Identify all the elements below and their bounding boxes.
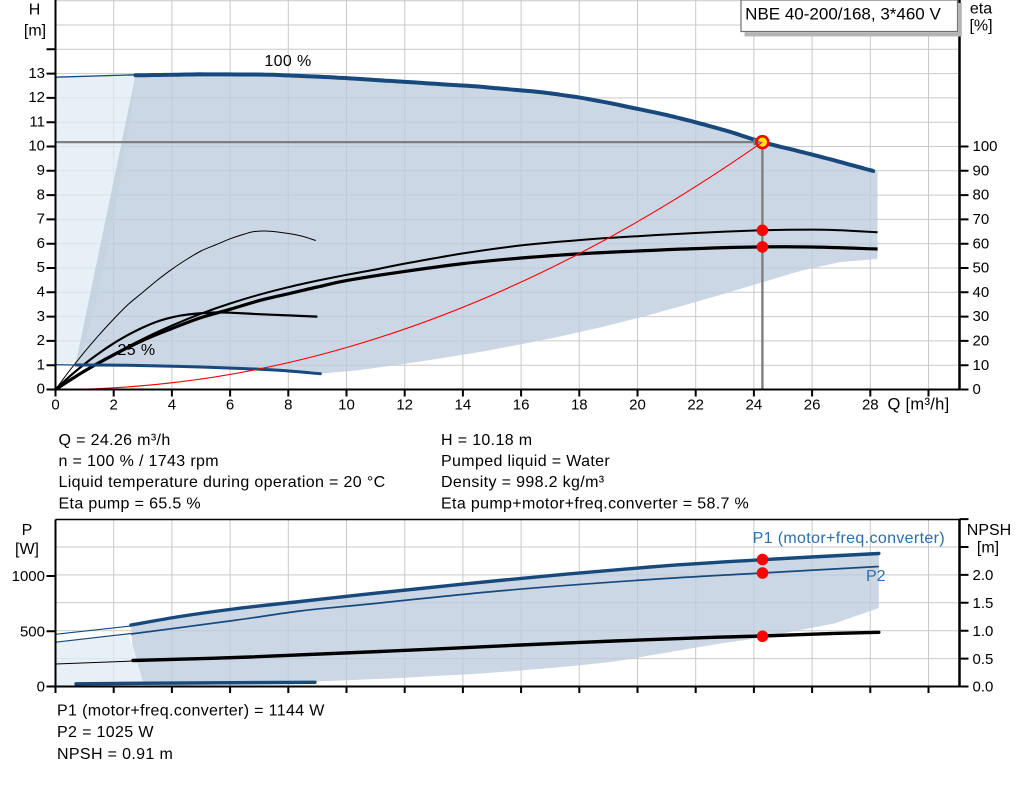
- svg-text:H = 10.18 m: H = 10.18 m: [441, 432, 532, 449]
- svg-text:8: 8: [37, 186, 45, 203]
- svg-text:5: 5: [37, 259, 45, 276]
- svg-text:2.0: 2.0: [973, 567, 994, 584]
- svg-text:n = 100 % / 1743 rpm: n = 100 % / 1743 rpm: [59, 453, 219, 470]
- svg-text:28: 28: [862, 397, 879, 414]
- svg-text:18: 18: [571, 397, 588, 414]
- svg-text:100 %: 100 %: [264, 53, 311, 70]
- svg-text:0.0: 0.0: [973, 679, 994, 696]
- svg-text:Q = 24.26 m³/h: Q = 24.26 m³/h: [59, 432, 171, 449]
- svg-text:Density = 998.2 kg/m³: Density = 998.2 kg/m³: [441, 474, 605, 491]
- svg-text:10: 10: [338, 397, 355, 414]
- svg-text:0: 0: [51, 397, 59, 414]
- svg-text:4: 4: [37, 284, 45, 301]
- svg-text:[%]: [%]: [969, 18, 992, 35]
- svg-text:Pumped liquid = Water: Pumped liquid = Water: [441, 453, 610, 470]
- svg-text:[m]: [m]: [24, 23, 46, 40]
- svg-text:40: 40: [973, 284, 990, 301]
- svg-text:eta: eta: [970, 1, 992, 18]
- svg-text:24: 24: [746, 397, 763, 414]
- svg-text:8: 8: [284, 397, 292, 414]
- svg-text:12: 12: [396, 397, 413, 414]
- svg-text:6: 6: [37, 235, 45, 252]
- svg-text:100: 100: [973, 138, 998, 155]
- svg-text:11: 11: [29, 113, 45, 130]
- svg-text:10: 10: [973, 357, 990, 374]
- svg-text:1000: 1000: [12, 568, 45, 585]
- svg-text:90: 90: [973, 162, 990, 179]
- svg-text:1.0: 1.0: [973, 623, 994, 640]
- svg-text:30: 30: [973, 308, 990, 325]
- svg-text:NBE 40-200/168, 3*460 V: NBE 40-200/168, 3*460 V: [745, 5, 941, 24]
- svg-text:2: 2: [37, 332, 45, 349]
- svg-text:3: 3: [37, 308, 45, 325]
- svg-text:[m]: [m]: [977, 540, 999, 557]
- svg-text:0: 0: [37, 679, 45, 696]
- svg-text:50: 50: [973, 260, 990, 277]
- svg-text:12: 12: [28, 89, 45, 106]
- svg-text:[W]: [W]: [15, 541, 39, 558]
- svg-text:0: 0: [37, 381, 45, 398]
- svg-text:70: 70: [973, 211, 990, 228]
- svg-text:20: 20: [973, 333, 990, 350]
- svg-text:7: 7: [37, 211, 45, 228]
- svg-text:2: 2: [110, 397, 118, 414]
- svg-text:P1 (motor+freq.converter) = 11: P1 (motor+freq.converter) = 1144 W: [57, 703, 325, 720]
- svg-text:80: 80: [973, 187, 990, 204]
- svg-text:Liquid temperature during oper: Liquid temperature during operation = 20…: [59, 474, 386, 491]
- svg-text:NPSH: NPSH: [967, 522, 1011, 539]
- svg-text:P1 (motor+freq.converter): P1 (motor+freq.converter): [753, 530, 945, 547]
- svg-text:1.5: 1.5: [973, 595, 994, 612]
- svg-text:60: 60: [973, 235, 990, 252]
- svg-text:0.5: 0.5: [973, 651, 994, 668]
- svg-text:P2: P2: [866, 568, 886, 585]
- svg-text:16: 16: [513, 397, 530, 414]
- svg-text:14: 14: [455, 397, 472, 414]
- svg-text:4: 4: [168, 397, 176, 414]
- svg-text:1: 1: [37, 356, 45, 373]
- svg-text:22: 22: [687, 397, 704, 414]
- svg-text:H: H: [29, 2, 41, 19]
- svg-text:Q [m³/h]: Q [m³/h]: [888, 396, 950, 414]
- svg-text:0: 0: [973, 381, 981, 398]
- svg-text:Eta pump+motor+freq.converter: Eta pump+motor+freq.converter = 58.7 %: [441, 495, 749, 512]
- svg-text:25 %: 25 %: [117, 342, 155, 359]
- svg-text:P2 = 1025 W: P2 = 1025 W: [57, 724, 154, 741]
- svg-text:10: 10: [28, 138, 45, 155]
- svg-text:P: P: [22, 522, 33, 539]
- svg-text:26: 26: [804, 397, 821, 414]
- svg-text:Eta pump = 65.5 %: Eta pump = 65.5 %: [59, 495, 201, 512]
- svg-text:9: 9: [37, 162, 45, 179]
- svg-text:20: 20: [629, 397, 646, 414]
- svg-text:6: 6: [226, 397, 234, 414]
- svg-text:NPSH = 0.91 m: NPSH = 0.91 m: [57, 746, 173, 763]
- svg-text:500: 500: [20, 624, 45, 641]
- svg-text:13: 13: [28, 65, 45, 82]
